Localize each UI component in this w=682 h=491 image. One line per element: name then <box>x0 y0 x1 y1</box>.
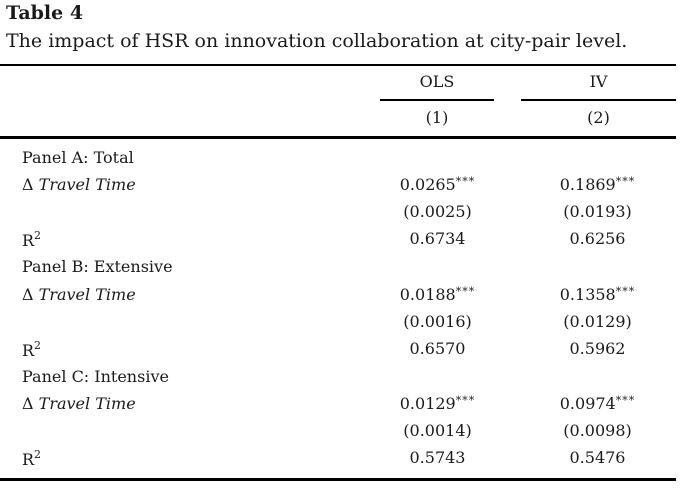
bottom-rule <box>0 478 676 481</box>
panel-c-se-ols: (0.0014) <box>403 421 472 440</box>
delta-symbol: Δ <box>22 394 34 413</box>
panel-c-title: Panel C: Intensive <box>22 367 169 386</box>
travel-time-text: Travel Time <box>38 394 136 413</box>
panel-a-travel-time-label: Δ Travel Time <box>22 175 136 194</box>
panel-a-r2-label: R2 <box>22 229 42 250</box>
panel-a-title: Panel A: Total <box>22 148 134 167</box>
panel-b-coef-ols: 0.0188*** <box>399 285 476 304</box>
column-group-rule-1 <box>380 99 494 101</box>
panel-a-se-ols: (0.0025) <box>403 202 472 221</box>
significance-stars: *** <box>455 175 476 188</box>
column-number-1: (1) <box>425 108 449 127</box>
panel-b-se-iv: (0.0129) <box>563 312 632 331</box>
significance-stars: *** <box>615 285 636 298</box>
delta-symbol: Δ <box>22 285 34 304</box>
panel-a-coef-ols: 0.0265*** <box>399 175 476 194</box>
panel-a-r2-iv: 0.6256 <box>569 229 626 248</box>
delta-symbol: Δ <box>22 175 34 194</box>
panel-c-r2-ols: 0.5743 <box>409 448 466 467</box>
panel-c-coef-ols: 0.0129*** <box>399 394 476 413</box>
panel-b-r2-iv: 0.5962 <box>569 339 626 358</box>
significance-stars: *** <box>455 394 476 407</box>
panel-a-coef-iv: 0.1869*** <box>559 175 636 194</box>
travel-time-text: Travel Time <box>38 285 136 304</box>
column-group-rule-2 <box>521 99 676 101</box>
column-header-ols: OLS <box>419 72 455 91</box>
significance-stars: *** <box>615 394 636 407</box>
travel-time-text: Travel Time <box>38 175 136 194</box>
panel-c-r2-iv: 0.5476 <box>569 448 626 467</box>
significance-stars: *** <box>455 285 476 298</box>
panel-b-r2-ols: 0.6570 <box>409 339 466 358</box>
panel-b-title: Panel B: Extensive <box>22 257 173 276</box>
panel-c-travel-time-label: Δ Travel Time <box>22 394 136 413</box>
panel-b-travel-time-label: Δ Travel Time <box>22 285 136 304</box>
panel-b-se-ols: (0.0016) <box>403 312 472 331</box>
panel-b-r2-label: R2 <box>22 339 42 360</box>
panel-c-coef-iv: 0.0974*** <box>559 394 636 413</box>
column-number-2: (2) <box>587 108 610 127</box>
top-rule <box>0 64 676 66</box>
panel-a-se-iv: (0.0193) <box>563 202 632 221</box>
panel-b-coef-iv: 0.1358*** <box>559 285 636 304</box>
table-label: Table 4 <box>6 2 84 24</box>
panel-c-r2-label: R2 <box>22 448 42 469</box>
significance-stars: *** <box>615 175 636 188</box>
table-caption: The impact of HSR on innovation collabor… <box>6 30 628 52</box>
panel-a-r2-ols: 0.6734 <box>409 229 466 248</box>
panel-c-se-iv: (0.0098) <box>563 421 632 440</box>
column-header-iv: IV <box>589 72 608 91</box>
header-rule <box>0 136 676 139</box>
